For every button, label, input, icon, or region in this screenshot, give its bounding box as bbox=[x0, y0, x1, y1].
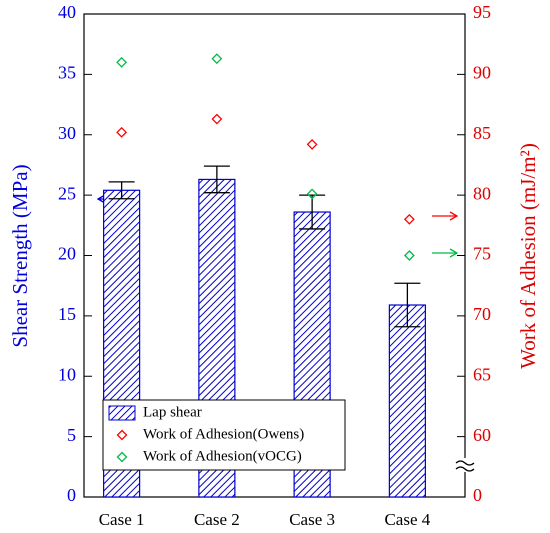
legend-swatch bbox=[116, 429, 128, 441]
y-tick-label: 20 bbox=[58, 244, 76, 264]
y2-tick-label: 90 bbox=[473, 63, 491, 83]
diamond-marker bbox=[403, 213, 415, 225]
y-tick-label: 15 bbox=[58, 304, 76, 324]
y-tick-label: 10 bbox=[58, 364, 76, 384]
x-tick-label: Case 2 bbox=[194, 510, 240, 529]
legend-label: Work of Adhesion(Owens) bbox=[143, 426, 304, 442]
diamond-marker bbox=[211, 53, 223, 65]
x-tick-label: Case 3 bbox=[289, 510, 335, 529]
diamond-marker bbox=[116, 126, 128, 138]
y2-axis-label: Work of Adhesion (mJ/m²) bbox=[516, 143, 540, 369]
y-tick-label: 5 bbox=[67, 425, 76, 445]
y2-tick-label: 65 bbox=[473, 364, 491, 384]
annotation-arrows bbox=[96, 194, 459, 258]
x-tick-label: Case 1 bbox=[99, 510, 145, 529]
y2-tick-label: 60 bbox=[473, 425, 491, 445]
y2-tick-label: 70 bbox=[473, 304, 491, 324]
axis-break bbox=[455, 458, 475, 472]
y-axis-label: Shear Strength (MPa) bbox=[8, 164, 32, 347]
y-tick-label: 0 bbox=[67, 485, 76, 505]
y2-tick-label: 75 bbox=[473, 244, 491, 264]
y-tick-label: 25 bbox=[58, 183, 76, 203]
diamond-marker bbox=[116, 56, 128, 68]
x-tick-label: Case 4 bbox=[384, 510, 430, 529]
y-tick-label: 30 bbox=[58, 123, 76, 143]
diamond-marker bbox=[306, 138, 318, 150]
diamond-marker bbox=[211, 113, 223, 125]
legend-swatch bbox=[116, 451, 128, 463]
diamond-marker bbox=[403, 250, 415, 261]
legend-box bbox=[102, 399, 346, 471]
y2-tick-label: 85 bbox=[473, 123, 491, 143]
y-tick-label: 35 bbox=[58, 63, 76, 83]
y2-tick-label: 80 bbox=[473, 183, 491, 203]
y-tick-label: 40 bbox=[58, 2, 76, 22]
legend-label: Lap shear bbox=[143, 404, 202, 420]
diamond-marker bbox=[306, 188, 318, 200]
bar bbox=[388, 304, 426, 498]
legend-swatch bbox=[108, 405, 136, 421]
y2-tick-label: 95 bbox=[473, 2, 491, 22]
y2-tick-label: 0 bbox=[473, 485, 482, 505]
legend-label: Work of Adhesion(vOCG) bbox=[143, 448, 302, 464]
